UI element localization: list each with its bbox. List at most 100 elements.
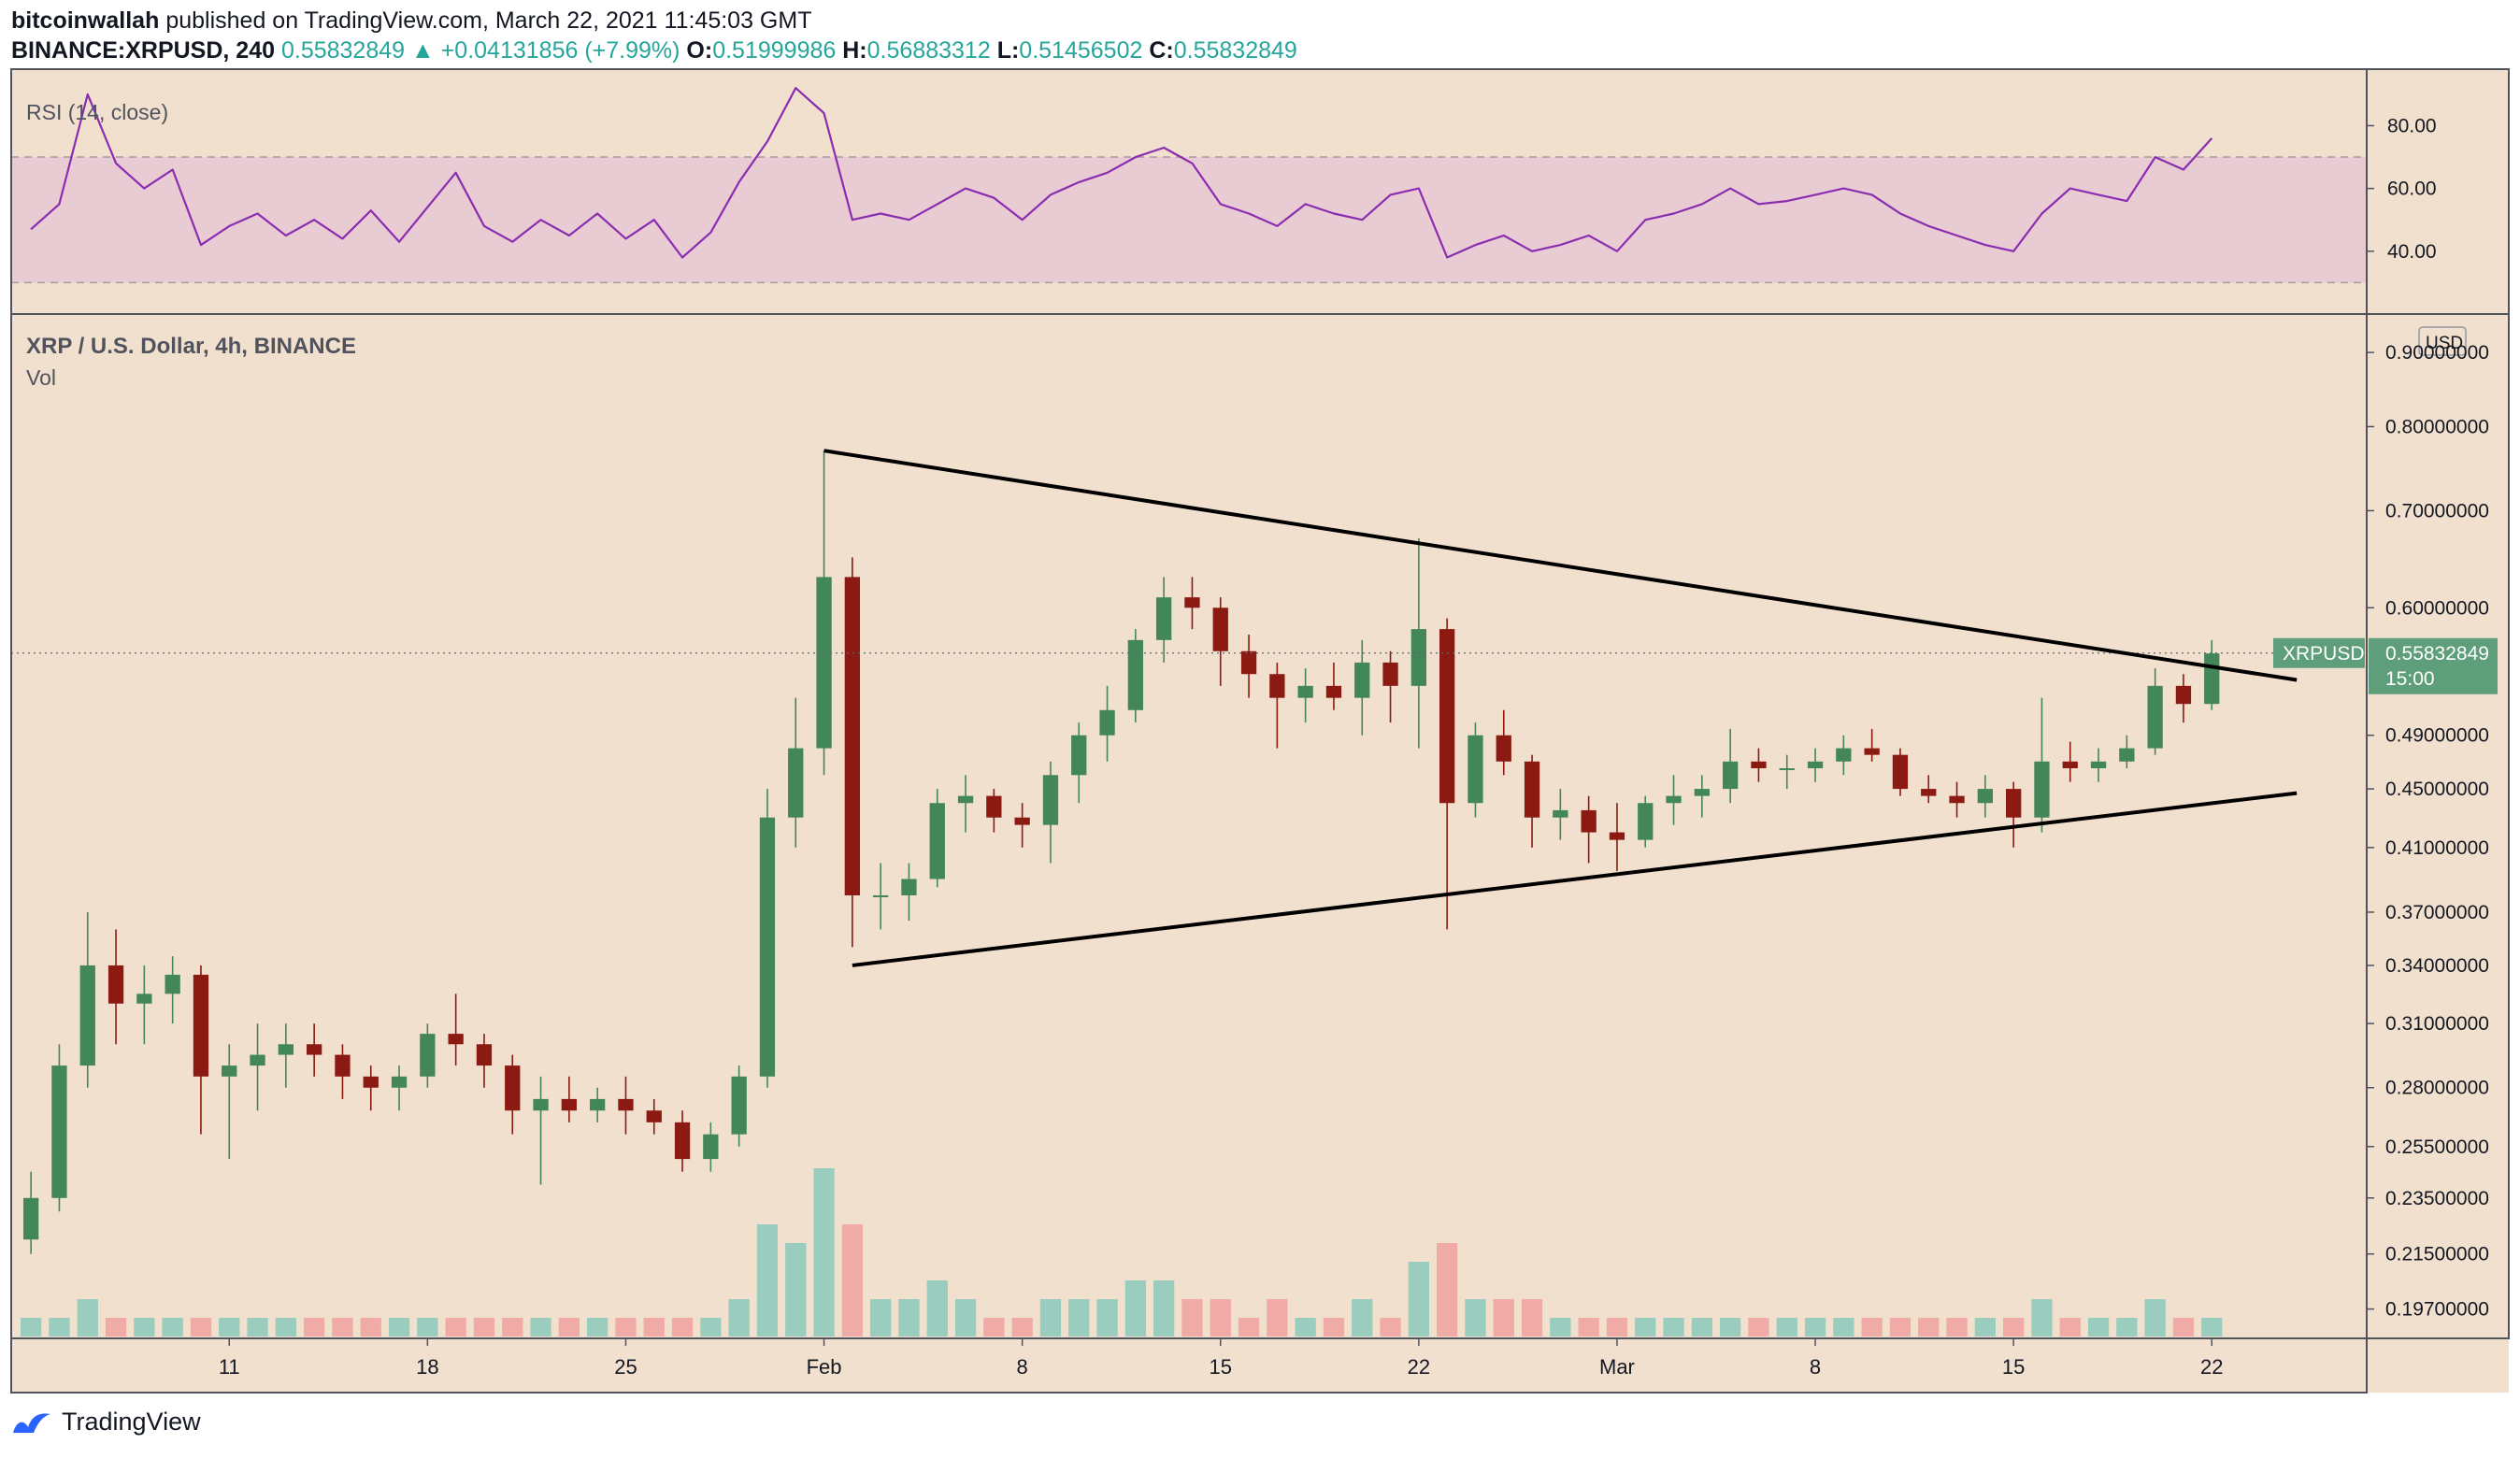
candle-body[interactable] [250,1054,265,1066]
candle-body[interactable] [2090,761,2107,768]
candle-body[interactable] [759,817,776,1077]
candle-body[interactable] [1977,789,1993,804]
candle-body[interactable] [278,1044,294,1055]
candle-body[interactable] [1609,832,1625,840]
candle-body[interactable] [674,1122,691,1160]
symbol-badge[interactable] [2273,637,2365,668]
candle-body[interactable] [901,879,917,896]
candle-body[interactable] [136,993,152,1004]
candle-body[interactable] [731,1076,747,1135]
candle-body[interactable] [1127,639,1143,710]
volume-bar [360,1318,381,1336]
candle-body[interactable] [505,1065,521,1111]
candle-body[interactable] [561,1098,577,1111]
candle-body[interactable] [363,1076,379,1088]
candle-body[interactable] [222,1065,237,1077]
candle-body[interactable] [51,1065,67,1198]
candle-body[interactable] [2204,653,2220,705]
candle-body[interactable] [1071,735,1087,776]
candle-body[interactable] [1553,809,1568,818]
candle-body[interactable] [1354,662,1370,698]
candle-body[interactable] [1410,629,1426,686]
candle-body[interactable] [1666,795,1682,804]
candle-body[interactable] [1524,761,1540,818]
volume-bar [1606,1318,1628,1336]
lower-trendline[interactable] [852,791,2298,967]
candle-body[interactable] [788,748,804,818]
candle-body[interactable] [1325,685,1342,698]
candle-body[interactable] [2119,748,2135,762]
candle-body[interactable] [986,795,1002,818]
candle-body[interactable] [1751,761,1767,768]
candle-body[interactable] [1439,629,1455,804]
candle-body[interactable] [193,974,209,1077]
candle-body[interactable] [1836,748,1852,762]
candle-body[interactable] [1723,761,1739,790]
candle-body[interactable] [590,1098,606,1111]
candle-body[interactable] [873,895,889,898]
volume-bar [473,1318,495,1336]
candle-body[interactable] [23,1197,39,1240]
candle-body[interactable] [165,974,180,994]
candle-body[interactable] [1042,775,1059,825]
candle-body[interactable] [2175,685,2192,705]
footer[interactable]: TradingView [11,1408,201,1437]
volume-bar [2144,1299,2166,1336]
candle-body[interactable] [533,1098,549,1111]
currency-box[interactable] [2418,326,2467,356]
candle-body[interactable] [1581,809,1596,833]
candle-body[interactable] [1694,789,1710,796]
publish-info: published on TradingView.com, March 22, … [165,7,812,34]
candle-body[interactable] [844,577,860,896]
candle-body[interactable] [1184,597,1200,608]
price-tick-label: 0.41000000 [2385,837,2489,859]
candle-body[interactable] [1269,674,1285,698]
candle-body[interactable] [957,795,974,804]
candle-body[interactable] [1779,767,1795,770]
candle-body[interactable] [1156,597,1172,640]
candle-body[interactable] [1212,608,1228,651]
candle-body[interactable] [1240,650,1257,675]
candle-body[interactable] [646,1110,662,1122]
candle-body[interactable] [929,803,945,879]
candle-body[interactable] [420,1034,436,1077]
candle-body[interactable] [1297,685,1313,698]
candle-body[interactable] [107,965,124,1004]
price-badge[interactable] [2369,637,2498,694]
candle-body[interactable] [618,1098,634,1111]
candle-body[interactable] [1468,735,1483,804]
candle-body[interactable] [1864,748,1880,755]
candle-body[interactable] [1807,761,1824,768]
upper-trendline[interactable] [823,449,2298,682]
rsi-line[interactable] [30,87,2213,259]
candle-body[interactable] [816,577,832,749]
candle-body[interactable] [1014,817,1030,825]
volume-bar [983,1318,1005,1336]
candle-body[interactable] [391,1076,408,1088]
rsi-pane[interactable] [11,87,2367,284]
candle-body[interactable] [1638,803,1654,840]
volume-bar [2116,1318,2138,1336]
candle-body[interactable] [476,1044,493,1066]
candle-body[interactable] [79,965,95,1066]
volume-bar [388,1318,410,1336]
candle-body[interactable] [2062,761,2078,768]
candle-body[interactable] [335,1054,351,1077]
candle-body[interactable] [1382,662,1398,686]
candle-body[interactable] [2147,685,2163,749]
chart-texts: 80.00 60.00 40.00 RSI (14, close) 0.90000000… [26,100,2489,1379]
candle-body[interactable] [1496,735,1511,762]
author-name[interactable]: bitcoinwallah [11,7,160,34]
candle-body[interactable] [1921,789,1937,796]
candle-body[interactable] [448,1034,464,1045]
candle-body[interactable] [1099,709,1115,736]
candle-body[interactable] [1949,795,1965,804]
candle-body[interactable] [2006,789,2022,818]
symbol-name[interactable]: BINANCE:XRPUSD, 240 [11,37,276,64]
candle-body[interactable] [2034,761,2050,818]
candle-body[interactable] [307,1044,322,1055]
price-pane[interactable] [11,449,2498,1336]
candle-body[interactable] [703,1134,719,1160]
candle-body[interactable] [1892,754,1909,790]
